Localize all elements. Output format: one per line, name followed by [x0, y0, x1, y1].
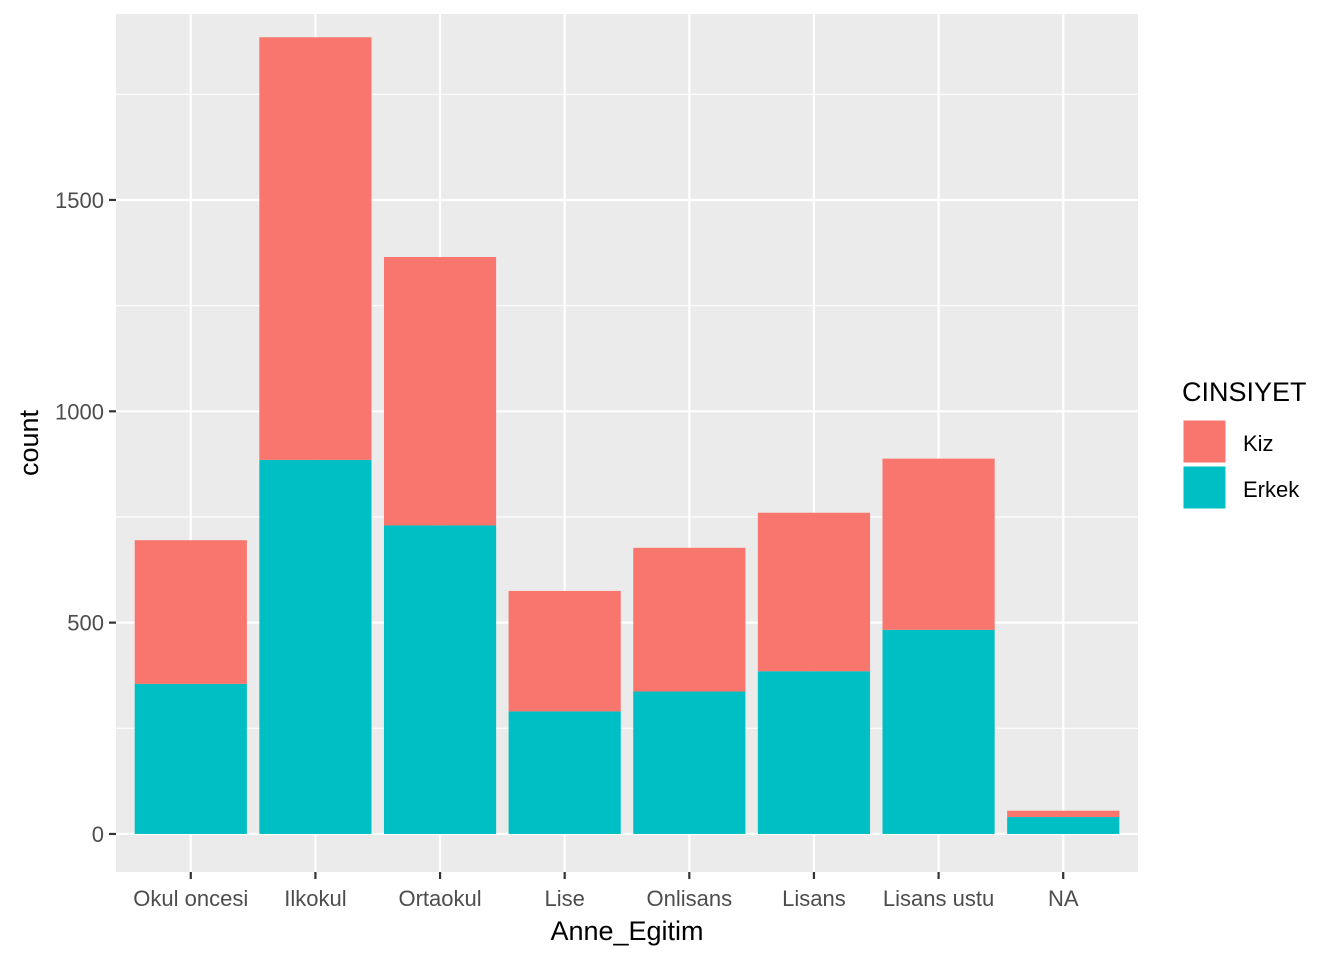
x-tick-label: Ortaokul [398, 886, 481, 911]
bar-erkek-ortaokul [383, 525, 497, 834]
bar-erkek-onlisans [633, 691, 746, 834]
x-tick-label: Onlisans [647, 886, 733, 911]
y-tick-label: 1000 [55, 399, 104, 424]
y-axis-title: count [14, 409, 44, 476]
x-tick-label: Lisans [782, 886, 846, 911]
x-tick-label: Okul oncesi [133, 886, 248, 911]
bar-kiz-lise [508, 590, 621, 712]
bar-erkek-na [1007, 817, 1120, 834]
legend: CINSIYET Kiz Erkek [1182, 377, 1307, 510]
x-axis: Okul oncesi Ilkokul Ortaokul Lise Onlisans Li… [133, 872, 1079, 911]
legend-label-kiz: Kiz [1243, 431, 1274, 456]
bar-kiz-ilkokul [259, 37, 372, 460]
legend-title: CINSIYET [1182, 377, 1307, 407]
bar-kiz-ortaokul [383, 257, 497, 526]
x-tick-label: Ilkokul [284, 886, 346, 911]
legend-key-kiz [1182, 419, 1227, 464]
bar-erkek-ilkokul [259, 459, 372, 834]
y-tick-label: 0 [92, 822, 104, 847]
y-axis: 0 500 1000 1500 [55, 188, 116, 847]
bar-erkek-lisans [757, 671, 871, 834]
x-axis-title: Anne_Egitim [550, 916, 703, 946]
bar-kiz-lisans-ustu [882, 458, 995, 630]
bar-kiz-onlisans [633, 547, 746, 692]
y-tick-label: 500 [67, 611, 104, 636]
x-tick-label: Lisans ustu [883, 886, 994, 911]
bar-kiz-na [1007, 810, 1120, 818]
bar-erkek-lise [508, 711, 621, 834]
bar-kiz-lisans [757, 512, 871, 672]
y-tick-label: 1500 [55, 188, 104, 213]
legend-key-erkek [1182, 465, 1227, 510]
bar-erkek-lisans-ustu [882, 629, 995, 834]
x-tick-label: NA [1048, 886, 1079, 911]
bar-kiz-okul-oncesi [134, 540, 247, 684]
legend-label-erkek: Erkek [1243, 477, 1300, 502]
bars-group [134, 37, 1120, 834]
bar-erkek-okul-oncesi [134, 683, 247, 834]
x-tick-label: Lise [545, 886, 585, 911]
